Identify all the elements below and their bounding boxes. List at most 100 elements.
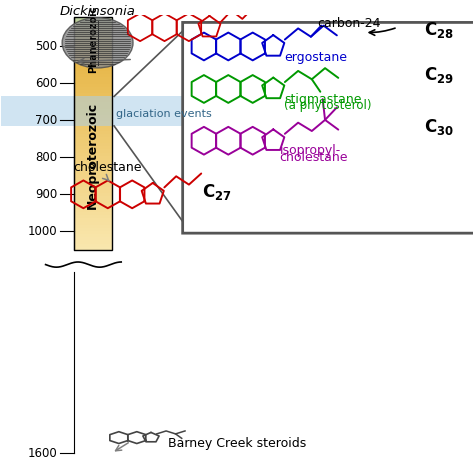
Bar	[74, 53, 112, 54]
Bar	[74, 218, 112, 221]
Bar	[74, 215, 112, 218]
Bar	[74, 140, 112, 143]
Text: $\mathbf{C_{29}}$: $\mathbf{C_{29}}$	[424, 65, 453, 85]
Text: Phanerozoic: Phanerozoic	[88, 6, 98, 73]
Bar	[74, 21, 112, 22]
Bar	[74, 28, 112, 29]
Bar	[74, 65, 112, 68]
Text: $\mathbf{C_{30}}$: $\mathbf{C_{30}}$	[424, 117, 454, 137]
Bar	[74, 41, 112, 42]
Bar	[74, 187, 112, 190]
Bar	[74, 212, 112, 215]
FancyBboxPatch shape	[182, 22, 474, 233]
Bar	[74, 112, 112, 115]
Bar	[74, 168, 112, 171]
Bar	[74, 40, 112, 41]
Text: isopropyl-: isopropyl-	[280, 144, 341, 158]
Bar	[74, 181, 112, 184]
Text: 600: 600	[35, 77, 57, 90]
Bar	[74, 121, 112, 124]
Bar	[74, 61, 112, 65]
Bar	[74, 36, 112, 37]
Bar	[74, 124, 112, 128]
Text: Neoproterozoic: Neoproterozoic	[86, 102, 100, 209]
Bar	[74, 178, 112, 181]
Bar	[74, 193, 112, 197]
Bar	[74, 184, 112, 187]
Text: $\mathbf{C_{28}}$: $\mathbf{C_{28}}$	[424, 20, 454, 40]
Ellipse shape	[62, 18, 133, 68]
Bar	[74, 106, 112, 109]
Bar	[74, 149, 112, 153]
Bar	[74, 43, 112, 44]
Text: ergostane: ergostane	[284, 51, 347, 64]
Text: 700: 700	[35, 114, 57, 127]
Bar	[74, 80, 112, 84]
Bar	[74, 159, 112, 162]
Bar	[74, 165, 112, 168]
Bar	[74, 17, 112, 18]
Bar	[74, 209, 112, 212]
Bar	[74, 22, 112, 23]
Bar	[74, 47, 112, 48]
Bar	[74, 102, 112, 106]
Text: Barney Creek steroids: Barney Creek steroids	[168, 437, 307, 450]
Bar	[74, 146, 112, 149]
Text: (a phytosterol): (a phytosterol)	[284, 99, 372, 112]
Bar	[74, 96, 112, 99]
Bar	[74, 45, 112, 46]
Bar	[74, 60, 112, 61]
Bar	[74, 171, 112, 175]
Bar	[74, 203, 112, 206]
Text: glaciation events: glaciation events	[117, 109, 212, 119]
Bar	[74, 49, 112, 50]
Bar	[74, 77, 112, 80]
Text: $\mathbf{C_{27}}$: $\mathbf{C_{27}}$	[202, 182, 232, 202]
Bar	[74, 32, 112, 33]
Bar	[74, 244, 112, 247]
Bar	[74, 199, 112, 203]
Bar	[74, 17, 112, 250]
Bar	[74, 35, 112, 36]
Bar	[74, 19, 112, 20]
Bar	[74, 56, 112, 57]
Bar	[74, 221, 112, 225]
Bar	[74, 33, 112, 34]
Bar	[74, 234, 112, 237]
Bar	[74, 54, 112, 55]
Bar	[74, 26, 112, 27]
Text: cholestane: cholestane	[73, 161, 141, 174]
Bar	[74, 143, 112, 146]
Bar	[74, 55, 112, 56]
Bar	[74, 20, 112, 21]
Bar	[74, 37, 112, 38]
Bar	[74, 206, 112, 209]
Bar	[74, 240, 112, 244]
Bar	[74, 48, 112, 49]
Bar	[74, 52, 112, 53]
Bar	[74, 18, 112, 19]
Bar	[74, 57, 112, 58]
Bar	[74, 231, 112, 234]
Bar	[74, 68, 112, 71]
Bar	[74, 115, 112, 118]
Bar	[74, 58, 112, 59]
Bar	[74, 237, 112, 240]
Bar	[74, 74, 112, 77]
Text: cholestane: cholestane	[280, 151, 348, 164]
Bar	[74, 130, 112, 134]
Bar	[0, 96, 197, 126]
Bar	[74, 42, 112, 43]
Bar	[74, 156, 112, 159]
Bar	[74, 27, 112, 28]
Bar	[74, 29, 112, 30]
Bar	[74, 44, 112, 45]
Bar	[74, 162, 112, 165]
Text: 1600: 1600	[27, 446, 57, 460]
Bar	[74, 247, 112, 250]
Bar	[74, 118, 112, 121]
Bar	[74, 137, 112, 140]
Bar	[74, 46, 112, 47]
Bar	[74, 84, 112, 87]
Bar	[74, 190, 112, 193]
